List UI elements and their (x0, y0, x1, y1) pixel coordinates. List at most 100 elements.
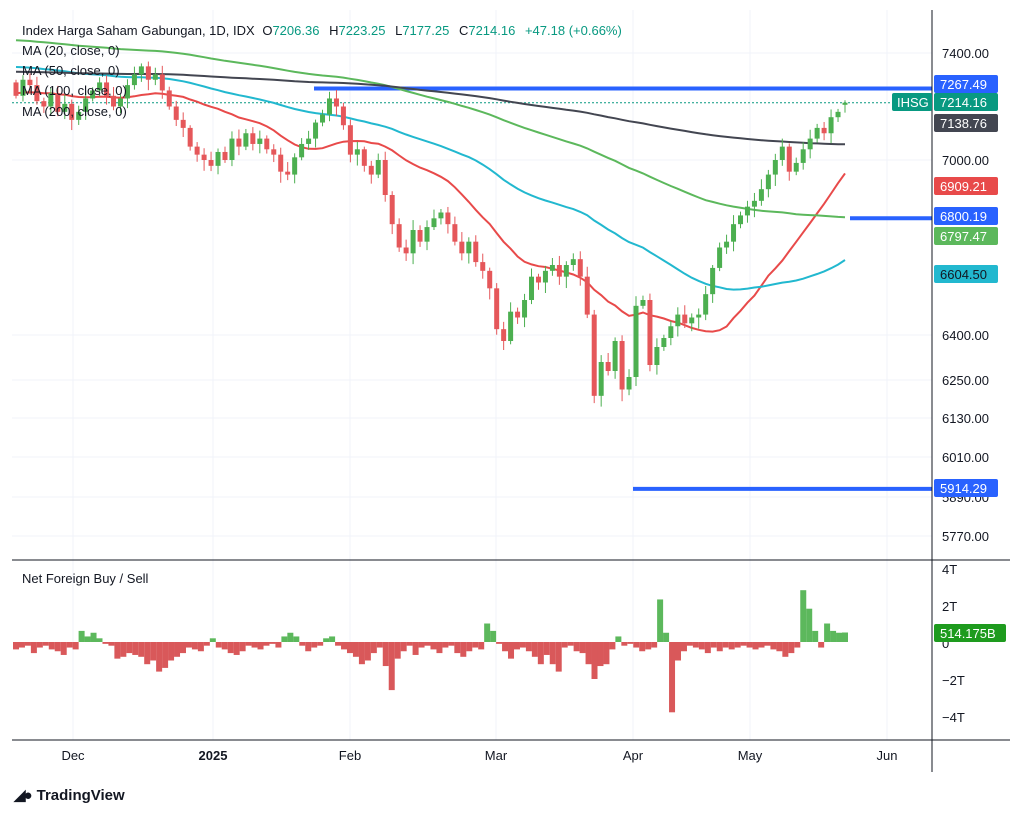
ma200-price-label-bg (934, 114, 998, 132)
foreign-flow-bar (78, 630, 85, 642)
foreign-flow-bar (257, 642, 264, 650)
last-price-label: 7214.16 (940, 95, 987, 110)
foreign-panel-title: Net Foreign Buy / Sell (22, 571, 149, 586)
foreign-flow-bar (776, 642, 783, 652)
foreign-flow-bar (549, 642, 556, 665)
foreign-flow-bar (90, 632, 97, 642)
foreign-last-label: 514.175B (940, 626, 996, 641)
foreign-flow-bar (191, 642, 198, 650)
candle-body (111, 95, 117, 107)
candle-body (598, 362, 604, 396)
foreign-tick-label: 4T (942, 562, 957, 577)
foreign-last-label-bg (934, 624, 1006, 642)
mid-support-price-label: 6800.19 (940, 209, 987, 224)
legend-ma200[interactable]: MA (200, close, 0) (22, 104, 127, 119)
foreign-flow-bar (645, 642, 652, 650)
legend-ma50[interactable]: MA (50, close, 0) (22, 63, 120, 78)
foreign-flow-bar (472, 642, 479, 648)
ma100-price-label-bg (934, 227, 998, 245)
candle-body (800, 149, 806, 163)
candle-body (285, 171, 291, 175)
candle-body (13, 82, 19, 96)
foreign-flow-bar (436, 642, 443, 654)
price-tick-label: 7400.00 (942, 46, 989, 61)
foreign-flow-bar (764, 642, 771, 646)
candle-body (612, 341, 618, 371)
candle-body (605, 362, 611, 371)
candle-body (556, 265, 562, 277)
ma50-price-label-bg (934, 265, 998, 283)
foreign-flow-bar (197, 642, 204, 652)
foreign-flow-bar (591, 642, 598, 679)
foreign-flow-bar (561, 642, 568, 648)
foreign-flow-bar (66, 642, 73, 648)
candle-body (138, 66, 144, 75)
foreign-flow-bar (651, 642, 658, 648)
time-axis-label: Feb (339, 748, 361, 763)
candle-body (229, 138, 235, 160)
candle-body (403, 247, 409, 254)
ma100-price-label: 6797.47 (940, 229, 987, 244)
foreign-flow-bar (370, 642, 377, 654)
foreign-flow-bar (215, 642, 222, 648)
candle-body (619, 341, 625, 390)
low-value: 7177.25 (402, 23, 450, 38)
candle-body (529, 276, 535, 300)
foreign-flow-bar (812, 630, 819, 642)
legend-ma20[interactable]: MA (20, close, 0) (22, 43, 120, 58)
candle-body (361, 149, 367, 166)
foreign-flow-bar (710, 642, 717, 648)
candle-body (570, 259, 576, 265)
candle-body (494, 288, 500, 330)
candle-body (751, 200, 757, 207)
candle-body (83, 98, 89, 112)
foreign-flow-bar (663, 632, 670, 642)
tradingview-brand[interactable]: ◢● TradingView (14, 786, 125, 805)
candle-body (549, 265, 555, 271)
foreign-flow-bar (442, 642, 449, 648)
candle-body (159, 74, 165, 91)
price-tick-label: 6400.00 (942, 328, 989, 343)
foreign-flow-bar (48, 642, 55, 650)
foreign-flow-bar (317, 642, 324, 646)
symbol-tag-label: IHSG (897, 95, 929, 110)
foreign-flow-bar (746, 642, 753, 648)
candle-body (208, 160, 214, 166)
foreign-flow-bar (138, 642, 145, 657)
candle-body (689, 317, 695, 324)
close-label: C (458, 23, 469, 38)
candle-body (76, 111, 82, 120)
foreign-flow-bar (704, 642, 711, 654)
foreign-flow-bar (329, 636, 336, 642)
foreign-flow-bar (352, 642, 359, 657)
foreign-flow-bar (818, 642, 825, 648)
foreign-flow-bar (430, 642, 437, 650)
foreign-flow-bar (281, 636, 288, 642)
candle-body (807, 138, 813, 150)
candle-body (765, 174, 771, 190)
candle-body (117, 98, 123, 107)
last-price-label-bg (934, 93, 998, 111)
time-axis-label: 2025 (199, 748, 228, 763)
foreign-flow-bar (376, 642, 383, 648)
time-axis-label: Mar (485, 748, 508, 763)
time-axis-label: Dec (61, 748, 85, 763)
candle-body (104, 82, 110, 96)
candle-body (577, 259, 583, 277)
open-label: O (262, 23, 273, 38)
foreign-flow-bar (692, 642, 699, 648)
foreign-tick-label: −4T (942, 710, 965, 725)
foreign-flow-bar (734, 642, 741, 648)
ma20-line (15, 91, 846, 333)
foreign-flow-bar (203, 642, 210, 646)
candle-body (542, 270, 548, 283)
legend-ma100[interactable]: MA (100, close, 0) (22, 83, 127, 98)
candle-body (375, 160, 381, 175)
foreign-flow-bar (597, 642, 604, 667)
foreign-flow-bar (311, 642, 318, 648)
foreign-flow-bar (698, 642, 705, 650)
foreign-flow-bar (740, 642, 747, 646)
candle-body (591, 314, 597, 396)
